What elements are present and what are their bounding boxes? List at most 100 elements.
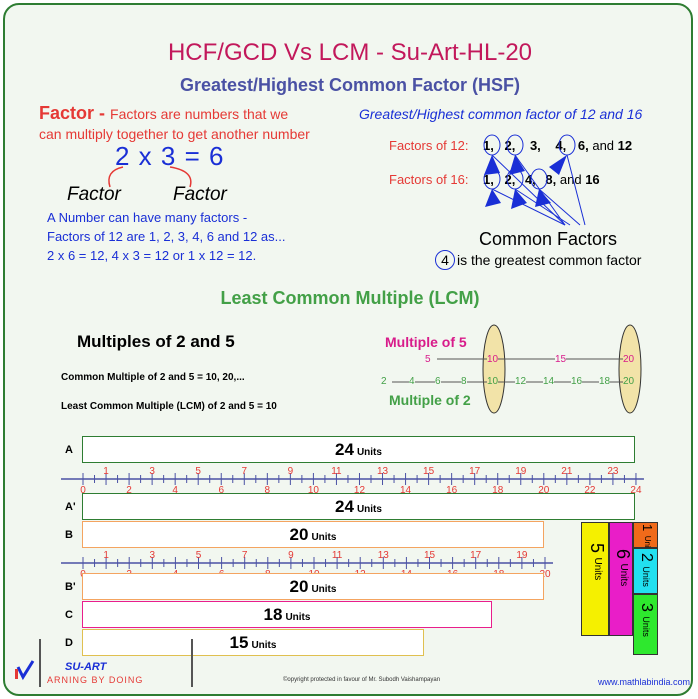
bar-label-a: A — [65, 444, 73, 456]
bar-label-a-prime: A' — [65, 501, 76, 513]
bar-a-prime-value: 24 — [335, 496, 354, 516]
bar-a: 24 Units — [82, 436, 635, 463]
factor-arrow-left — [108, 166, 124, 188]
circle-1 — [483, 134, 501, 156]
mult5-value: 15 — [555, 354, 567, 365]
common-multiple-10-oval — [482, 324, 506, 414]
greatest-factor-text: is the greatest common factor — [457, 252, 642, 268]
mult2-value: 8 — [461, 376, 467, 387]
factor12-item: 2, — [504, 138, 516, 153]
factor-arrows — [108, 166, 192, 188]
bar-label-d: D — [65, 637, 73, 649]
logo-icon — [15, 659, 35, 681]
bar-label-c: C — [65, 609, 73, 621]
common-multiple-20-oval — [618, 324, 642, 414]
ruler-even-label: 20 — [538, 485, 550, 496]
ruler-even-label: 20 — [539, 569, 551, 580]
ruler-odd-label: 19 — [515, 466, 527, 477]
unit-box-2: 2 Units — [633, 548, 658, 594]
factor12-item: 1, — [483, 138, 494, 153]
gcf-heading: Greatest/Highest common factor of 12 and… — [359, 106, 643, 122]
ruler-odd-label: 9 — [288, 466, 294, 477]
hcf-heading: Greatest/Highest Common Factor (HSF) — [179, 75, 521, 95]
circle-2 — [506, 134, 524, 156]
ruler-odd-label: 3 — [149, 466, 155, 477]
mult2-value: 2 — [381, 376, 387, 387]
ruler-odd-label: 5 — [196, 550, 202, 561]
bar-d-value: 15 — [229, 632, 249, 652]
bar-a-value: 24 — [335, 439, 354, 459]
ruler-odd-label: 9 — [288, 550, 294, 561]
mult2-value: 20 — [623, 376, 635, 387]
bar-b-unit: Units — [311, 531, 337, 543]
factor-note-line3: 2 x 6 = 12, 4 x 3 = 12 or 1 x 12 = 12. — [47, 248, 257, 263]
factor16-item: 4, — [524, 172, 536, 187]
bar-c-unit: Units — [285, 611, 311, 623]
mult2-value: 4 — [409, 376, 415, 387]
bar-label-b-prime: B' — [65, 581, 76, 593]
unit-box-5-label: 5 Units — [587, 543, 607, 581]
ruler-even-label: 10 — [308, 485, 320, 496]
factor-definition-line2: can multiply together to get another num… — [39, 126, 310, 142]
bar-b-prime: 20 Units — [82, 573, 544, 600]
factor-arrow-right — [169, 166, 192, 188]
ruler-odd-label: 7 — [242, 550, 248, 561]
mult5-value: 20 — [623, 354, 635, 365]
unit-box-3: 3 Units — [633, 594, 658, 655]
common-factors-label: Common Factors — [479, 229, 618, 249]
ruler-odd-label: 11 — [332, 550, 343, 561]
factor-definition-line1: Factors are numbers that we — [110, 106, 289, 122]
website-link[interactable]: www.mathlabindia.com — [598, 677, 691, 687]
multiples-heading: Multiples of 2 and 5 — [77, 332, 235, 351]
factor-note-line2: Factors of 12 are 1, 2, 3, 4, 6 and 12 a… — [47, 229, 286, 244]
ruler-odd-label: 19 — [516, 550, 528, 561]
lcm-heading: Least Common Multiple (LCM) — [220, 288, 480, 308]
footer-divider-right — [191, 639, 193, 687]
bar-b: 20 Units — [82, 521, 544, 548]
factors12-list: 1, 2, 3, 4, 6, and 12 — [483, 138, 632, 153]
circle-4 — [558, 134, 576, 156]
ruler-odd-label: 3 — [150, 550, 156, 561]
factor16-item: 16 — [585, 172, 600, 187]
bar-a-prime-unit: Units — [356, 503, 382, 515]
circle-16-4 — [530, 168, 548, 190]
factor-label-right: Factor — [173, 184, 227, 205]
factors16-list: 1, 2, 4, 8, and 16 — [483, 172, 600, 187]
worksheet-frame: HCF/GCD Vs LCM - Su-Art-HL-20 Greatest/H… — [3, 3, 693, 696]
mult2-value: 10 — [487, 376, 499, 387]
bar-a-prime: 24 Units — [82, 493, 635, 520]
factor12-item: 4, — [555, 138, 567, 153]
ruler-even-label: 0 — [80, 485, 86, 496]
common-factor-arrows — [483, 134, 586, 226]
unit-box-6: 6 Units — [609, 522, 633, 636]
bar-c-value: 18 — [263, 604, 283, 624]
ruler-odd-label: 13 — [378, 550, 390, 561]
factor-definition: Factor - Factors are numbers that we — [39, 103, 288, 124]
ruler-even-label: 6 — [218, 485, 224, 496]
factor16-item: 2, — [504, 172, 516, 187]
ruler-even-label: 22 — [584, 485, 596, 496]
ruler-odd-label: 7 — [241, 466, 247, 477]
factor-term: Factor - — [39, 103, 111, 123]
brand-tagline: ARNING BY DOING — [47, 675, 144, 685]
ruler-even-label: 24 — [630, 485, 642, 496]
bar-b-prime-value: 20 — [289, 576, 309, 596]
bar-c: 18 Units — [82, 601, 492, 628]
factor12-item: 12 — [617, 138, 633, 153]
page-title: HCF/GCD Vs LCM - Su-Art-HL-20 — [167, 39, 533, 66]
factor16-item: 8, — [545, 172, 557, 187]
ruler-odd-label: 17 — [469, 466, 481, 477]
unit-box-5: 5 Units — [581, 522, 609, 636]
ruler-odd-label: 23 — [607, 466, 619, 477]
factors12-label: Factors of 12: — [389, 138, 469, 153]
ruler-odd-label: 21 — [561, 466, 573, 477]
unit-box-2-label: 2 Units — [638, 553, 655, 587]
ruler-even-label: 12 — [354, 485, 366, 496]
footer-divider-left — [39, 639, 41, 687]
mult2-value: 16 — [571, 376, 583, 387]
ruler-odd-label: 1 — [103, 466, 109, 477]
ruler-even-label: 18 — [492, 485, 504, 496]
multiples-number-line — [392, 324, 642, 414]
ruler-even-label: 4 — [172, 485, 178, 496]
mult2-value: 18 — [599, 376, 611, 387]
